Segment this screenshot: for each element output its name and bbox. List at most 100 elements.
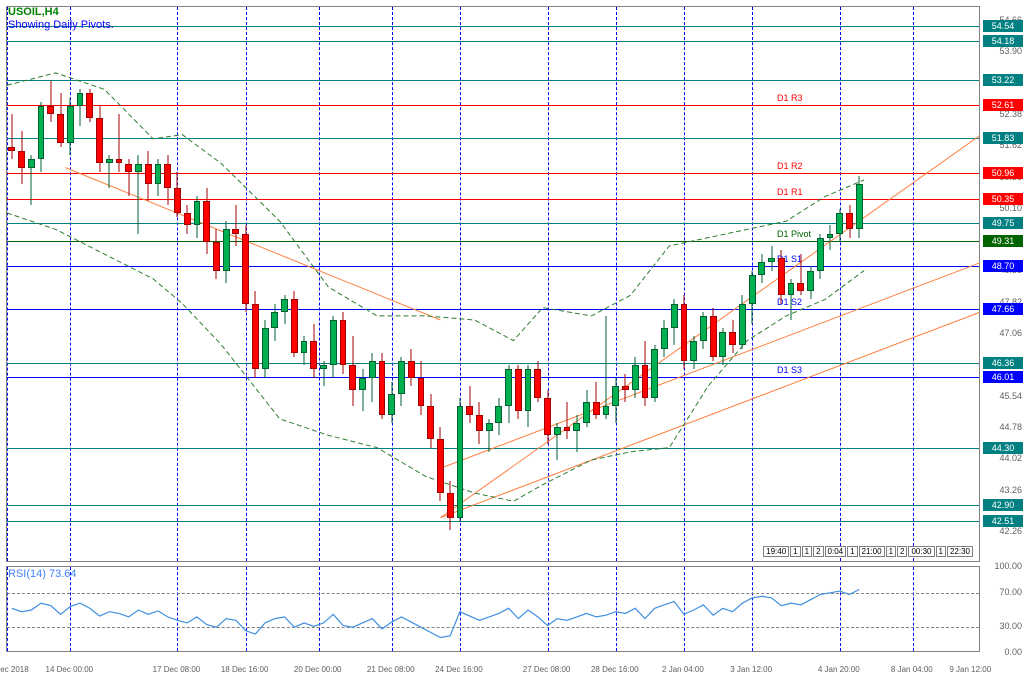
candle: [213, 7, 220, 563]
main-price-panel[interactable]: 54.5454.1853.2252.6151.8350.9650.3549.75…: [6, 6, 980, 562]
candle: [320, 7, 327, 563]
xaxis: 12 Dec 201814 Dec 00:0017 Dec 08:0018 De…: [6, 654, 980, 676]
candle: [125, 7, 132, 563]
candle: [495, 7, 502, 563]
candle: [369, 7, 376, 563]
candle: [437, 7, 444, 563]
candle: [525, 7, 532, 563]
candle: [301, 7, 308, 563]
candle: [349, 7, 356, 563]
rsi-ytick: 30.00: [980, 621, 1022, 631]
xtick: 20 Dec 00:00: [294, 665, 342, 674]
xtick: 21 Dec 08:00: [367, 665, 415, 674]
candle: [116, 7, 123, 563]
candle: [836, 7, 843, 563]
candle: [164, 7, 171, 563]
level-label: 42.51: [983, 515, 1023, 527]
grid-vline: [752, 567, 753, 651]
candle: [544, 7, 551, 563]
level-label: 50.96: [983, 167, 1023, 179]
level-label: 42.90: [983, 499, 1023, 511]
xtick: 18 Dec 16:00: [221, 665, 269, 674]
candle: [388, 7, 395, 563]
xtick: 3 Jan 12:00: [730, 665, 772, 674]
candle: [232, 7, 239, 563]
candle: [534, 7, 541, 563]
candle: [807, 7, 814, 563]
candle: [86, 7, 93, 563]
xtick: 27 Dec 08:00: [523, 665, 571, 674]
candle: [788, 7, 795, 563]
rsi-hline: [7, 593, 979, 594]
candle: [690, 7, 697, 563]
candle: [184, 7, 191, 563]
level-label: 50.35: [983, 193, 1023, 205]
candle: [681, 7, 688, 563]
grid-vline: [913, 567, 914, 651]
xtick: 14 Dec 00:00: [46, 665, 94, 674]
candle: [135, 7, 142, 563]
level-label: 51.83: [983, 132, 1023, 144]
candle: [603, 7, 610, 563]
candle: [476, 7, 483, 563]
grid-vline: [177, 567, 178, 651]
candle: [8, 7, 15, 563]
xtick: 4 Jan 20:00: [818, 665, 860, 674]
candle: [271, 7, 278, 563]
xtick: 2 Jan 04:00: [662, 665, 704, 674]
grid-vline: [840, 567, 841, 651]
rsi-panel[interactable]: [6, 566, 980, 652]
xtick: 28 Dec 16:00: [591, 665, 639, 674]
candle: [106, 7, 113, 563]
candle: [846, 7, 853, 563]
candle: [651, 7, 658, 563]
ytick: 45.54: [980, 391, 1022, 401]
xtick: 24 Dec 16:00: [435, 665, 483, 674]
candle: [145, 7, 152, 563]
candle: [242, 7, 249, 563]
rsi-ytick: 0.00: [980, 647, 1022, 657]
candle: [486, 7, 493, 563]
ytick: 47.06: [980, 328, 1022, 338]
candle: [817, 7, 824, 563]
candle: [593, 7, 600, 563]
candle: [768, 7, 775, 563]
candle: [749, 7, 756, 563]
candle: [729, 7, 736, 563]
rsi-line: [7, 567, 979, 651]
level-label: 47.66: [983, 303, 1023, 315]
candle: [252, 7, 259, 563]
xtick: 12 Dec 2018: [0, 665, 29, 674]
candle: [758, 7, 765, 563]
chart-title: USOIL,H4: [8, 6, 59, 18]
candle: [96, 7, 103, 563]
candle: [700, 7, 707, 563]
grid-vline: [460, 567, 461, 651]
candle: [310, 7, 317, 563]
candle: [340, 7, 347, 563]
ytick: 44.78: [980, 422, 1022, 432]
candle: [359, 7, 366, 563]
candle: [856, 7, 863, 563]
candle: [67, 7, 74, 563]
candle: [564, 7, 571, 563]
chart-container: USOIL,H4 Showing Daily Pivots. RSI(14) 7…: [0, 0, 1024, 683]
candle: [47, 7, 54, 563]
candle: [515, 7, 522, 563]
yaxis-main: 42.2643.2644.0244.7845.5446.3047.0647.82…: [980, 6, 1024, 562]
grid-vline: [319, 567, 320, 651]
candle: [418, 7, 425, 563]
candle: [38, 7, 45, 563]
candle: [398, 7, 405, 563]
grid-vline: [616, 567, 617, 651]
candle: [739, 7, 746, 563]
grid-vline: [392, 567, 393, 651]
chart-subtitle: Showing Daily Pivots.: [8, 19, 114, 31]
level-label: 46.36: [983, 357, 1023, 369]
level-label: 49.31: [983, 235, 1023, 247]
ytick: 53.90: [980, 46, 1022, 56]
yaxis-rsi: 0.0030.0070.00100.00: [980, 566, 1024, 652]
rsi-ytick: 70.00: [980, 587, 1022, 597]
level-label: 44.30: [983, 442, 1023, 454]
candle: [710, 7, 717, 563]
